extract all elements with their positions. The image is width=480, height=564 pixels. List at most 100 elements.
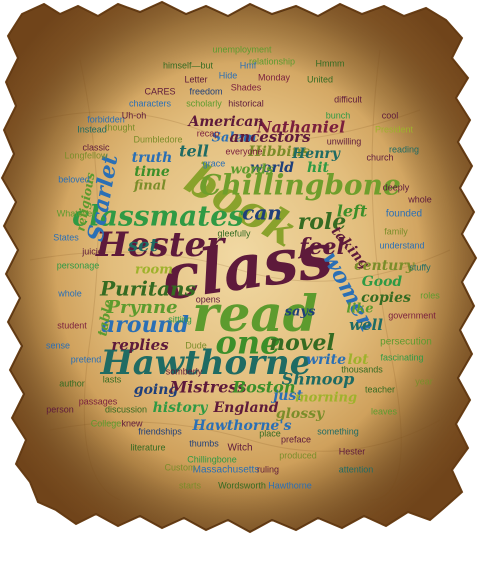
word-around: around <box>101 312 189 338</box>
word-boston: Boston <box>232 378 296 397</box>
word-prynne: Prynne <box>105 297 177 318</box>
word-instead: Instead <box>77 124 107 134</box>
word-words: words <box>230 163 274 178</box>
word-hmf: Hmf <box>240 60 257 70</box>
word-good: Good <box>362 274 403 290</box>
word-student: student <box>57 320 87 330</box>
word-passages: passages <box>79 396 118 406</box>
word-well: well <box>349 316 383 334</box>
word-replies: replies <box>111 336 169 354</box>
word-thought: thought <box>105 122 136 132</box>
word-henry: Henry <box>291 146 341 162</box>
word-dumbledore: Dumbledore <box>133 134 182 144</box>
word-deeply: deeply <box>383 182 410 192</box>
word-lasts: lasts <box>103 374 122 384</box>
word-personage: personage <box>57 260 100 270</box>
word-persecution: persecution <box>380 337 432 348</box>
word-somberly: somberly <box>166 366 203 376</box>
word-historical: historical <box>228 98 264 108</box>
word-massachusetts: Massachusetts <box>193 465 260 476</box>
word-beloved: beloved <box>58 174 90 184</box>
word-forbidden: forbidden <box>87 114 125 124</box>
word-everyone: everyone <box>225 146 262 156</box>
word-president: President <box>375 124 414 134</box>
word-monday: Monday <box>258 72 291 82</box>
word-hide: Hide <box>219 70 238 80</box>
word-founded: founded <box>386 209 422 220</box>
word-one: one <box>216 324 281 362</box>
word-starts: starts <box>179 480 202 490</box>
word-classmates: classmates <box>72 200 244 233</box>
word-classic: classic <box>82 142 110 152</box>
word-thousands: thousands <box>341 364 383 374</box>
word-ruling: ruling <box>257 464 279 474</box>
parchment-burn-edge <box>2 2 476 532</box>
word-relationship: relationship <box>249 56 295 66</box>
word-hit: hit <box>307 160 329 176</box>
word-morning: morning <box>295 391 357 406</box>
word-time: time <box>134 164 170 180</box>
word-lot: lot <box>347 352 369 368</box>
word-hester: Hester <box>95 225 226 265</box>
word-england: England <box>213 400 279 416</box>
word-truth: truth <box>132 150 173 166</box>
word-unwilling: unwilling <box>327 136 362 146</box>
word-states: States <box>53 232 79 242</box>
word-leaves: leaves <box>371 406 398 416</box>
word-family: family <box>384 226 408 236</box>
word-sitting: sitting <box>168 314 192 324</box>
word-century: century <box>354 258 415 274</box>
word-difficult: difficult <box>334 94 362 104</box>
word-copies: copies <box>361 290 411 306</box>
word-opens: opens <box>196 294 221 304</box>
word-friendships: friendships <box>138 426 182 436</box>
word-hibbins: Hibbins <box>247 144 310 160</box>
word-chillingbone-small: Chillingbone <box>187 454 237 464</box>
word-can: can <box>242 201 282 225</box>
word-sense: sense <box>46 340 70 350</box>
word-cares: CARES <box>144 86 175 96</box>
word-literature: literature <box>130 442 165 452</box>
word-whatever: Whatever <box>57 208 96 218</box>
word-letter: Letter <box>184 74 207 84</box>
word-american: American <box>186 114 263 130</box>
word-teacher: teacher <box>365 384 395 394</box>
word-preface: preface <box>281 434 311 444</box>
word-mistress: Mistress <box>169 378 247 397</box>
word-attention: attention <box>339 464 374 474</box>
word-hawthorne: Hawthorne <box>100 343 312 383</box>
word-himself-but: himself—but <box>163 60 214 70</box>
word-college: College <box>91 418 122 428</box>
word-salem: Salem <box>212 131 257 146</box>
word-longfellow: Longfellow <box>64 150 108 160</box>
word-united: United <box>307 74 333 84</box>
word-gleefully: gleefully <box>217 228 251 238</box>
word-roles: roles <box>420 290 440 300</box>
word-freedom: freedom <box>189 86 222 96</box>
word-hmmm: Hmmm <box>316 58 345 68</box>
word-left: left <box>337 202 368 221</box>
word-ancestors: ancestors <box>229 128 311 146</box>
word-feel: feel <box>297 234 345 260</box>
word-says: says <box>285 305 316 320</box>
word-stuffy: stuffy <box>409 262 431 272</box>
word-fascinating: fascinating <box>380 352 423 362</box>
word-knew: knew <box>121 418 143 428</box>
word-shmoop: Shmoop <box>282 370 355 389</box>
word-discussion: discussion <box>105 404 147 414</box>
word-author: author <box>59 378 85 388</box>
word-read: read <box>192 284 318 343</box>
word-cool: cool <box>382 110 399 120</box>
word-world: world <box>250 160 294 176</box>
word-understand: understand <box>379 240 424 250</box>
word-pretend: pretend <box>71 354 102 364</box>
word-wordsworth: Wordsworth <box>218 480 266 490</box>
word-chillingbone: Chillingbone <box>199 169 401 202</box>
word-thumbs: thumbs <box>189 438 219 448</box>
word-role: role <box>298 209 347 235</box>
word-bunch: bunch <box>326 110 351 120</box>
word-whole: whole <box>57 288 82 298</box>
word-hawthorne-small: Hawthorne <box>268 480 312 490</box>
word-cloud: class read book Hester Hawthorne one cla… <box>46 44 440 490</box>
